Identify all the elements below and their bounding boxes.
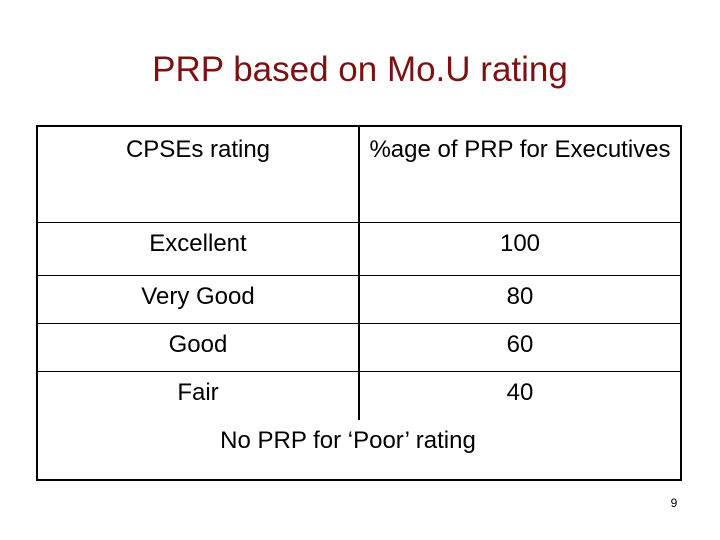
rating-cell: Excellent [38,223,360,275]
percent-cell: 80 [506,283,534,310]
percent-cell: 40 [506,379,534,406]
rating-cell: Very Good [38,276,360,323]
percent-cell: 60 [506,331,534,358]
rating-cell: Fair [38,372,360,420]
poor-rating-note: No PRP for ‘Poor’ rating [220,427,476,454]
rating-cell: Good [38,324,360,371]
percent-cell: 100 [499,230,541,257]
table-row: Very Good 80 [38,276,680,324]
table-row: Good 60 [38,324,680,372]
page-number: 9 [670,496,678,510]
header-cpses-rating: CPSEs rating [38,127,360,222]
header-prp-percentage: %age of PRP for Executives [369,136,671,163]
rating-grid: CPSEs rating %age of PRP for Executives … [38,127,680,420]
table-row: Excellent 100 [38,223,680,276]
table-row: Fair 40 [38,372,680,420]
table-header-row: CPSEs rating %age of PRP for Executives [38,127,680,223]
rating-table: CPSEs rating %age of PRP for Executives … [36,125,682,481]
slide-title: PRP based on Mo.U rating [152,50,568,89]
